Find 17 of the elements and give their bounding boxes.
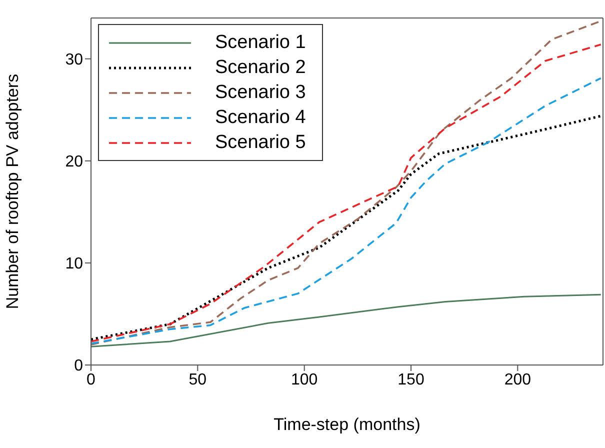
x-tick-label: 150 bbox=[398, 371, 424, 388]
x-tick-label: 200 bbox=[504, 371, 532, 388]
line-series bbox=[91, 294, 602, 348]
x-tick-label: 100 bbox=[290, 371, 318, 388]
y-tick-label: 0 bbox=[74, 358, 84, 375]
legend-label: Scenario 1 bbox=[215, 32, 306, 54]
x-tick-label: 0 bbox=[86, 371, 96, 388]
legend-label: Scenario 3 bbox=[215, 82, 306, 104]
legend-label: Scenario 5 bbox=[215, 132, 306, 154]
y-tick-label: 30 bbox=[65, 52, 84, 69]
legend-label: Scenario 4 bbox=[215, 106, 306, 128]
legend-label: Scenario 2 bbox=[215, 56, 306, 78]
y-tick-label: 10 bbox=[65, 256, 84, 273]
x-tick-label: 50 bbox=[188, 371, 207, 388]
y-tick-label: 20 bbox=[65, 154, 84, 171]
x-axis-title: Time-step (months) bbox=[274, 415, 420, 434]
y-axis-title: Number of rooftop PV adopters bbox=[3, 74, 22, 310]
